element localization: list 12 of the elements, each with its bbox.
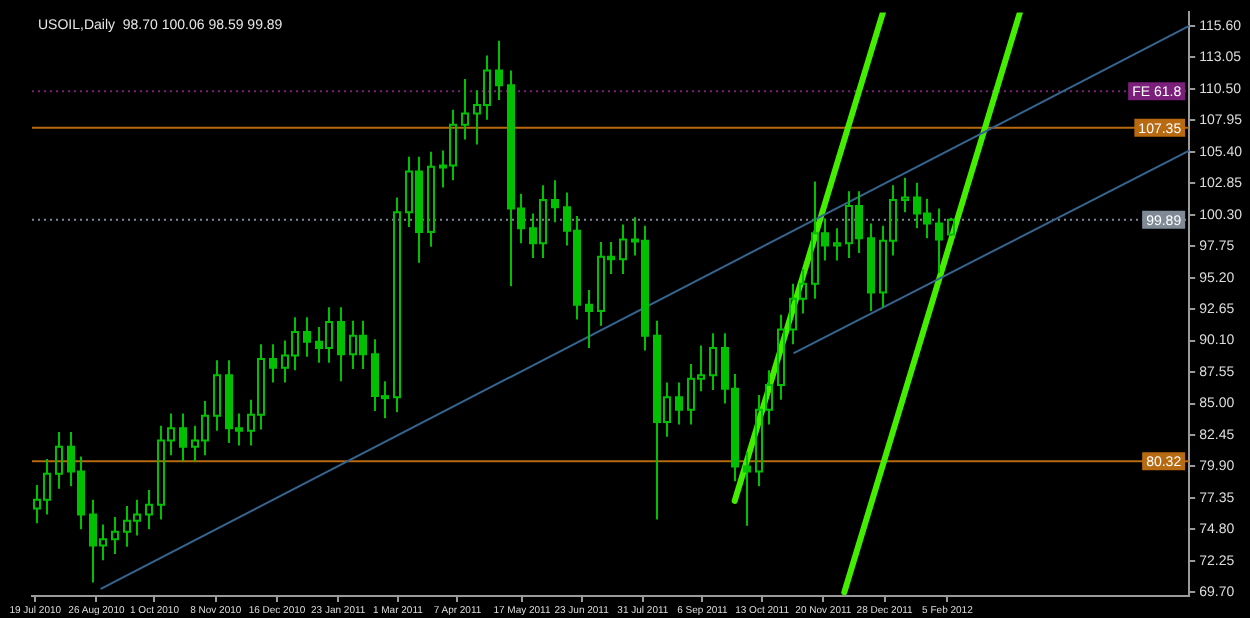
candlestick (111, 516, 119, 556)
candlestick (461, 78, 469, 141)
candlestick (619, 223, 627, 275)
candlestick (777, 313, 785, 401)
candlestick (709, 332, 717, 391)
candlestick (145, 488, 153, 531)
candlestick (393, 196, 401, 414)
candlestick (213, 359, 221, 432)
candlestick (427, 150, 435, 248)
candlestick (833, 227, 841, 262)
candlestick (55, 430, 63, 490)
candlestick (901, 176, 909, 214)
